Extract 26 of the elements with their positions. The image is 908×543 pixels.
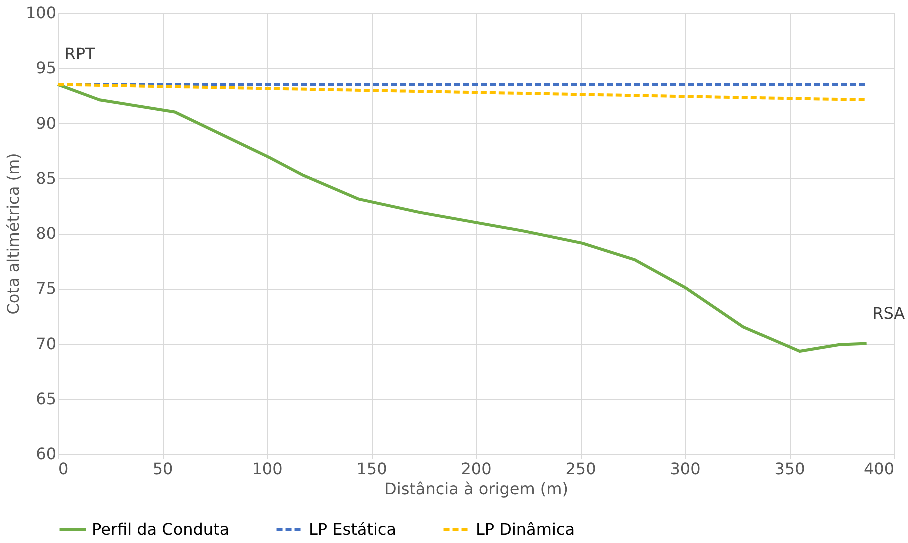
legend-label: LP Dinâmica bbox=[476, 520, 575, 539]
y-tick-label: 70 bbox=[36, 334, 56, 354]
x-tick-label: 400 bbox=[864, 460, 894, 478]
y-axis-title: Cota altimétrica (m) bbox=[4, 153, 23, 315]
annotation: RPT bbox=[64, 44, 96, 64]
y-tick-label: 90 bbox=[36, 114, 56, 133]
y-tick-label: 80 bbox=[36, 224, 56, 243]
x-tick-label: 100 bbox=[252, 460, 283, 478]
y-tick-label: 85 bbox=[36, 168, 56, 188]
x-tick-label: 50 bbox=[152, 460, 174, 478]
x-tick-label: 300 bbox=[670, 460, 701, 478]
legend-label: LP Estática bbox=[309, 520, 396, 539]
legend-label: Perfil da Conduta bbox=[92, 520, 230, 539]
x-tick-label: 0 bbox=[58, 460, 69, 478]
x-tick-label: 150 bbox=[356, 460, 388, 478]
x-tick-label: 200 bbox=[461, 460, 492, 478]
annotation: RSA bbox=[872, 304, 906, 323]
y-tick-label: 60 bbox=[36, 444, 56, 464]
x-axis-title: Distância à origem (m) bbox=[384, 480, 568, 498]
line-series bbox=[56, 83, 868, 353]
y-tick-label: 95 bbox=[36, 58, 56, 78]
y-tick-label: 65 bbox=[36, 389, 56, 408]
x-tick-label: 350 bbox=[774, 460, 806, 478]
y-tick-label: 100 bbox=[26, 4, 56, 22]
x-tick-label: 250 bbox=[566, 460, 596, 478]
y-tick-label: 75 bbox=[36, 279, 56, 298]
